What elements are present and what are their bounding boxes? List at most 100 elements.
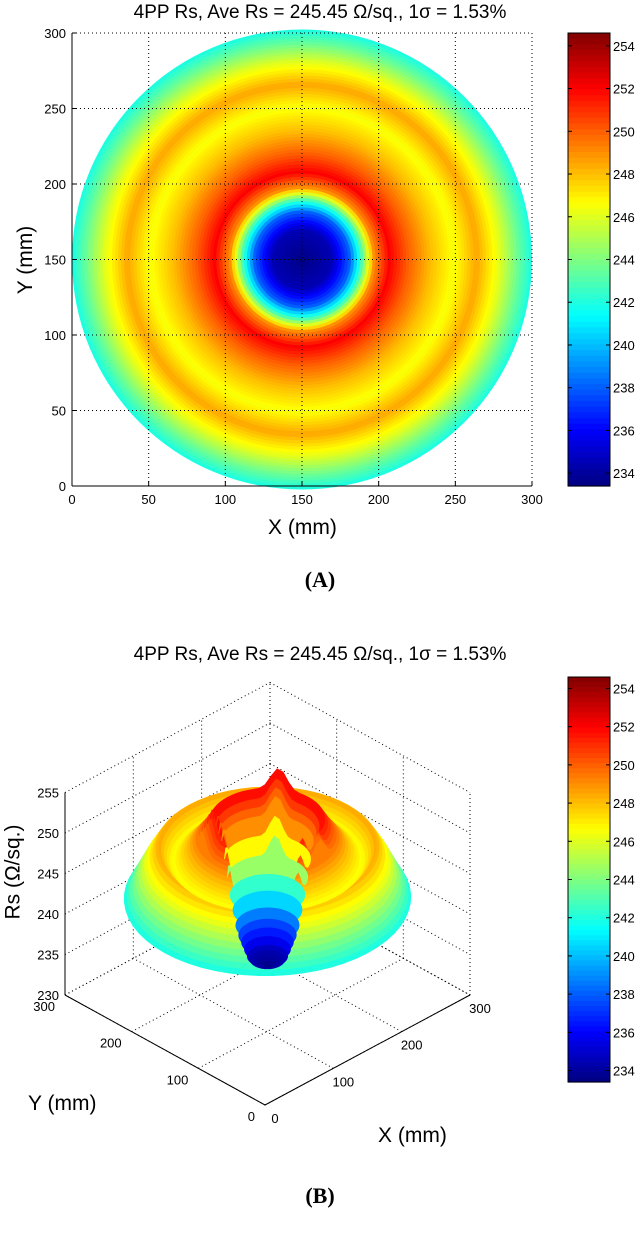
b-colorbar-segment [568,950,610,957]
a-xtick-label: 100 [214,492,236,507]
b-grid-x [133,957,334,1069]
a-colorbar-segment [568,440,610,447]
b-colorbar-segment [568,793,610,800]
a-colorbar-segment [568,72,610,79]
chart-b-ylabel: Y (mm) [28,1092,97,1115]
b-colorbar-segment [568,758,610,764]
b-colorbar-segment [568,889,610,896]
b-colorbar-segment [568,930,610,936]
b-colorbar-segment [568,925,610,931]
b-colorbar-segment [568,778,610,784]
b-colorbar-segment [568,692,610,698]
chart-b-xlabel: X (mm) [378,1124,447,1147]
a-colorbar-segment [568,49,610,57]
a-colorbar-segment [568,146,610,153]
b-ztick-label: 235 [37,948,59,963]
b-grid-z [64,682,271,793]
a-colorbar-segment [568,78,610,85]
b-colorbar-segment [568,788,610,795]
wafer-ring [298,256,306,263]
a-colorbar-segment [568,333,610,340]
b-colorbar-segment [568,768,610,774]
b-colorbar-tick-label: 238 [613,987,635,1002]
b-colorbar-segment [568,980,610,987]
a-colorbar-segment [568,361,610,368]
a-colorbar-segment [568,253,610,261]
b-colorbar-segment [568,940,610,946]
b-colorbar-segment [568,712,610,719]
a-colorbar-segment [568,180,610,187]
b-colorbar-segment [568,828,610,835]
b-colorbar-segment [568,737,610,744]
a-colorbar-segment [568,367,610,374]
a-colorbar-tick-label: 246 [613,210,635,225]
a-xtick-label: 0 [68,492,75,507]
b-xtick-label: 0 [271,1111,278,1126]
b-colorbar-segment [568,1036,610,1043]
b-colorbar-segment [568,874,610,881]
b-colorbar-segment [568,808,610,815]
a-colorbar-segment [568,463,610,470]
b-colorbar-segment [568,894,610,901]
b-colorbar-segment [568,955,610,962]
b-xtick-label: 100 [332,1074,354,1089]
b-y-axis [64,994,266,1106]
a-colorbar-segment [568,202,610,210]
b-colorbar-segment [568,1041,610,1048]
b-colorbar-segment [568,687,610,693]
b-colorbar-segment [568,914,610,921]
b-colorbar-segment [568,1046,610,1053]
a-colorbar-segment [568,117,610,125]
a-colorbar-segment [568,457,610,464]
a-colorbar-segment [568,282,610,289]
b-colorbar-segment [568,844,610,850]
a-colorbar-segment [568,208,610,215]
b-colorbar-tick-label: 242 [613,911,635,926]
a-colorbar-segment [568,372,610,380]
a-colorbar-segment [568,316,610,323]
b-xtick-label: 300 [469,1001,491,1016]
a-colorbar-segment [568,338,610,346]
b-colorbar-tick-label: 234 [613,1064,635,1079]
b-colorbar-segment [568,697,610,703]
a-colorbar-segment [568,38,610,45]
b-colorbar-segment [568,1006,610,1012]
b-colorbar-segment [568,732,610,739]
chart-a-title: 4PP Rs, Ave Rs = 245.45 Ω/sq., 1σ = 1.53… [133,2,507,23]
b-ztick-label: 230 [37,988,59,1003]
b-colorbar-segment [568,859,610,865]
b-colorbar-segment [568,677,610,683]
b-colorbar-segment [568,995,610,1002]
b-colorbar-tick-label: 248 [613,796,635,811]
b-colorbar-segment [568,920,610,926]
caption-a: (A) [304,567,336,592]
b-colorbar-segment [568,1056,610,1063]
a-colorbar-segment [568,389,610,396]
b-ztick-label: 250 [37,826,59,841]
a-colorbar-segment [568,452,610,459]
b-ytick-label: 100 [167,1072,189,1087]
a-colorbar-segment [568,384,610,391]
b-colorbar-segment [568,707,610,714]
b-colorbar-segment [568,813,610,820]
a-colorbar-segment [568,174,610,181]
a-colorbar-segment [568,299,610,306]
a-colorbar-segment [568,242,610,249]
b-colorbar-segment [568,899,610,906]
a-colorbar-segment [568,480,610,487]
a-colorbar-segment [568,429,610,436]
b-colorbar-segment [568,990,610,997]
a-colorbar-segment [568,418,610,425]
b-ztick-label: 255 [37,786,59,801]
a-colorbar-segment [568,412,610,419]
b-ytick-label: 300 [33,999,55,1014]
a-ytick-label: 100 [44,328,66,343]
a-colorbar-segment [568,44,610,51]
b-colorbar-segment [568,854,610,860]
a-colorbar-segment [568,435,610,442]
b-colorbar-segment [568,722,610,729]
a-colorbar-segment [568,395,610,402]
a-colorbar-tick-label: 248 [613,167,635,182]
b-colorbar-segment [568,763,610,769]
